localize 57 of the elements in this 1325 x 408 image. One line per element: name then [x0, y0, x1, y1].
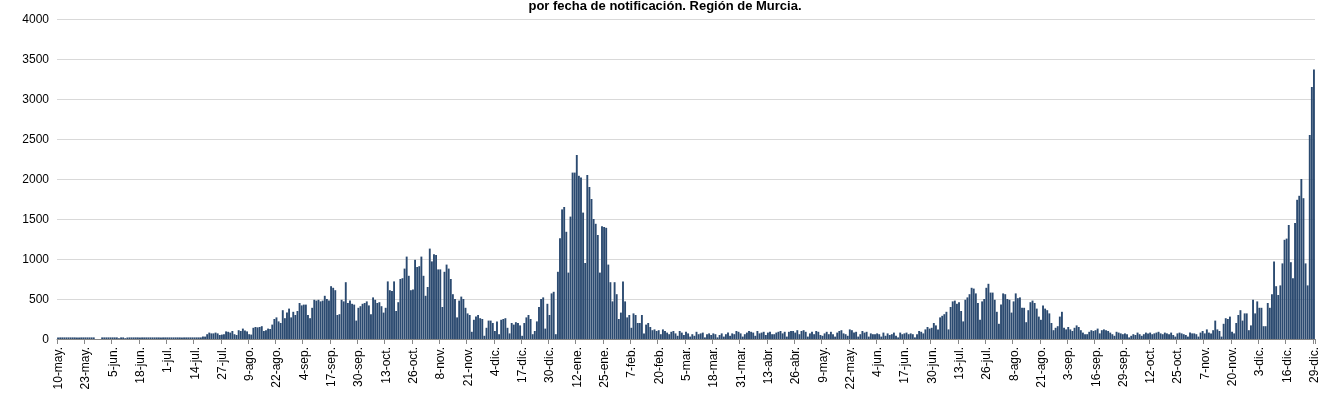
x-tick-label: 8-nov.	[433, 347, 448, 380]
x-tick-label: 18-mar.	[706, 347, 721, 388]
x-tick-label: 1-jul.	[160, 347, 175, 374]
y-tick-label: 4000	[22, 12, 50, 26]
x-tick-label: 8-ago.	[1006, 347, 1021, 382]
x-tick-label: 29-dic.	[1306, 347, 1321, 384]
y-tick-label: 1500	[22, 212, 50, 226]
y-tick-label: 3000	[22, 92, 50, 106]
x-tick-label: 21-nov.	[460, 347, 475, 387]
x-tick-label: 5-mar.	[679, 347, 693, 382]
x-tick-label: 26-abr.	[788, 347, 803, 385]
x-tick-label: 31-mar.	[733, 347, 748, 388]
x-tick-label: 20-feb.	[651, 347, 666, 385]
x-tick-label: 3-sep.	[1061, 347, 1076, 381]
x-tick-label: 16-sep.	[1088, 347, 1103, 388]
x-tick-label: 25-oct.	[1170, 347, 1185, 384]
x-tick-label: 9-ago.	[242, 347, 257, 382]
x-tick-label: 14-jul.	[187, 347, 202, 380]
x-tick-label: 3-dic.	[1252, 347, 1267, 377]
x-tick-label: 21-ago.	[1033, 347, 1048, 388]
x-tick-label: 13-abr.	[760, 347, 775, 385]
x-tick-label: 26-jul.	[979, 347, 994, 380]
x-tick-label: 13-oct.	[378, 347, 393, 384]
x-tick-label: 12-oct.	[1143, 347, 1158, 384]
x-tick-label: 27-jul.	[214, 347, 229, 380]
y-tick-label: 0	[42, 332, 50, 346]
y-tick-label: 3500	[22, 52, 50, 66]
x-tick-label: 7-nov.	[1197, 347, 1212, 380]
x-tick-label: 17-jun.	[897, 347, 912, 384]
x-tick-label: 23-may.	[78, 347, 93, 390]
x-tick-label: 30-sep.	[351, 347, 366, 388]
y-tick-label: 2500	[22, 132, 50, 146]
x-tick-label: 18-jun.	[132, 347, 147, 384]
x-tick-label: 5-jun.	[105, 347, 120, 378]
x-tick-label: 26-oct.	[405, 347, 420, 384]
x-tick-label: 25-ene.	[597, 347, 612, 388]
y-tick-label: 1000	[22, 252, 50, 266]
x-tick-label: 29-sep.	[1115, 347, 1130, 388]
x-tick-label: 13-jul.	[952, 347, 967, 380]
y-tick-label: 2000	[22, 172, 50, 186]
x-tick-label: 17-sep.	[324, 347, 339, 388]
x-tick-label: 10-may.	[51, 347, 66, 390]
x-tick-label: 17-dic.	[515, 347, 530, 384]
x-tick-label: 4-jun.	[870, 347, 885, 378]
x-tick-label: 30-jun.	[924, 347, 939, 384]
x-tick-label: 4-sep.	[296, 347, 311, 381]
x-tick-label: 16-dic.	[1279, 347, 1294, 384]
x-tick-label: 20-nov.	[1225, 347, 1240, 387]
x-tick-label: 12-ene.	[569, 347, 584, 388]
x-tick-label: 22-ago.	[269, 347, 284, 388]
y-tick-label: 500	[28, 292, 50, 306]
x-tick-label: 30-dic.	[542, 347, 557, 384]
x-tick-label: 4-dic.	[487, 347, 502, 377]
chart-title: por fecha de notificación. Región de Murcia.	[528, 0, 802, 13]
x-tick-label: 7-feb.	[624, 347, 639, 378]
x-tick-label: 9-may.	[815, 347, 830, 383]
x-tick-label: 22-may.	[842, 347, 857, 390]
